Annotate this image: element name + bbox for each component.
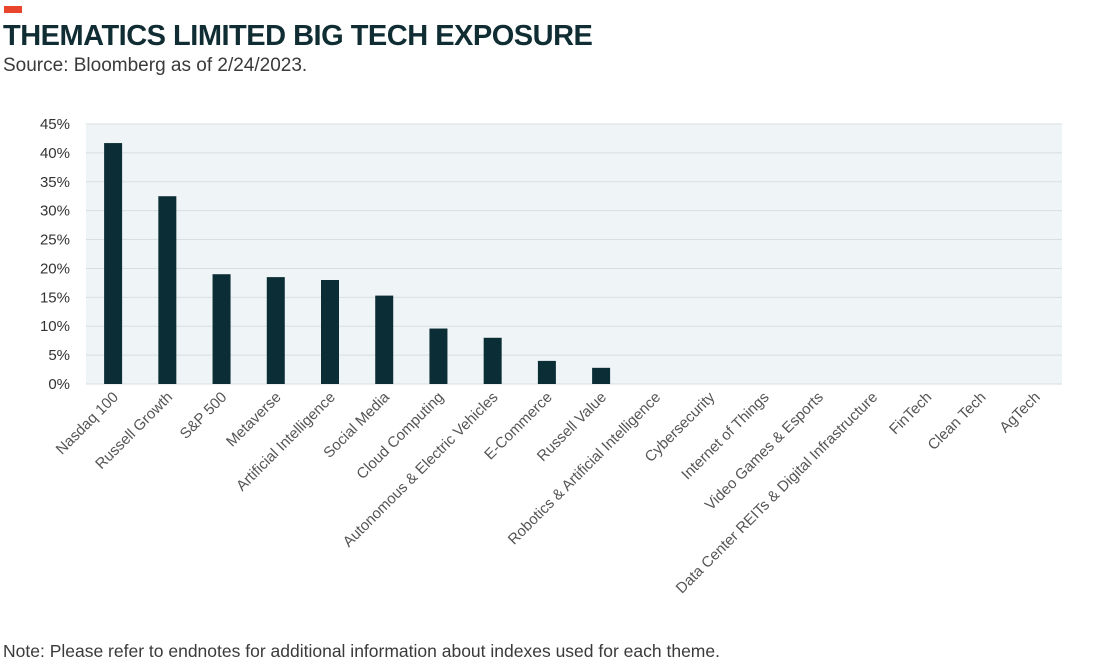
chart-subtitle: Source: Bloomberg as of 2/24/2023. <box>3 55 308 76</box>
bar-chart: 0%5%10%15%20%25%30%35%40%45%Nasdaq 100Ru… <box>40 116 1062 597</box>
bar <box>537 360 556 384</box>
bar <box>266 277 285 384</box>
y-tick-label: 30% <box>40 203 70 220</box>
footnote: Note: Please refer to endnotes for addit… <box>3 641 720 661</box>
y-tick-label: 5% <box>48 347 70 364</box>
y-tick-label: 15% <box>40 289 70 306</box>
bar <box>592 367 611 384</box>
x-tick-label: AgTech <box>996 389 1043 436</box>
bar <box>104 143 123 384</box>
y-tick-label: 35% <box>40 174 70 191</box>
bar <box>321 280 339 384</box>
x-tick-label: Data Center REITs & Digital Infrastructu… <box>673 389 881 597</box>
y-tick-label: 40% <box>40 145 70 162</box>
x-tick-label: S&P 500 <box>177 389 231 443</box>
bar <box>212 274 231 384</box>
bar <box>375 295 394 384</box>
bar <box>483 337 502 384</box>
y-tick-label: 20% <box>40 260 70 277</box>
plot-area <box>86 124 1062 384</box>
y-tick-label: 45% <box>40 116 70 133</box>
x-tick-label: FinTech <box>886 389 935 438</box>
bar <box>429 328 448 384</box>
x-tick-label: Clean Tech <box>925 389 990 454</box>
accent-bar <box>4 6 22 13</box>
y-tick-label: 0% <box>48 376 70 393</box>
bar <box>158 196 177 384</box>
chart-title: THEMATICS LIMITED BIG TECH EXPOSURE <box>3 20 593 52</box>
y-tick-label: 25% <box>40 232 70 249</box>
x-tick-label: Artificial Intelligence <box>233 389 339 495</box>
y-tick-label: 10% <box>40 318 70 335</box>
